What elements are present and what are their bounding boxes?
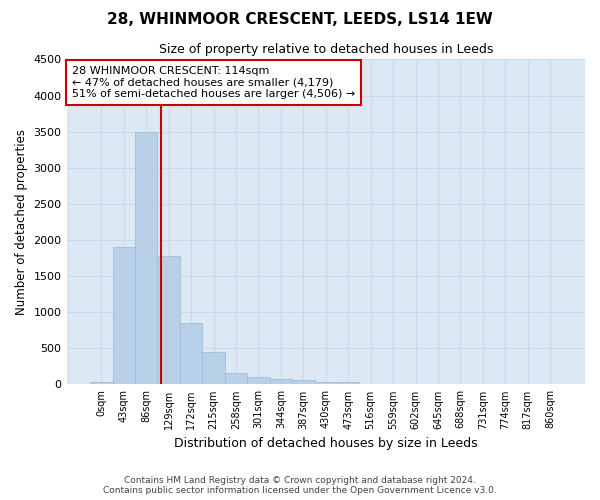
Text: 28, WHINMOOR CRESCENT, LEEDS, LS14 1EW: 28, WHINMOOR CRESCENT, LEEDS, LS14 1EW [107,12,493,28]
Y-axis label: Number of detached properties: Number of detached properties [15,129,28,315]
Bar [202,352,225,384]
Bar [247,377,269,384]
Text: Contains HM Land Registry data © Crown copyright and database right 2024.
Contai: Contains HM Land Registry data © Crown c… [103,476,497,495]
Bar [269,379,292,384]
Bar [135,132,157,384]
Bar [157,256,180,384]
Bar [113,247,135,384]
Bar [292,380,314,384]
X-axis label: Distribution of detached houses by size in Leeds: Distribution of detached houses by size … [174,437,478,450]
Bar [337,382,359,384]
Bar [90,382,113,384]
Bar [225,372,247,384]
Title: Size of property relative to detached houses in Leeds: Size of property relative to detached ho… [158,42,493,56]
Text: 28 WHINMOOR CRESCENT: 114sqm
← 47% of detached houses are smaller (4,179)
51% of: 28 WHINMOOR CRESCENT: 114sqm ← 47% of de… [72,66,355,99]
Bar [180,323,202,384]
Bar [314,382,337,384]
